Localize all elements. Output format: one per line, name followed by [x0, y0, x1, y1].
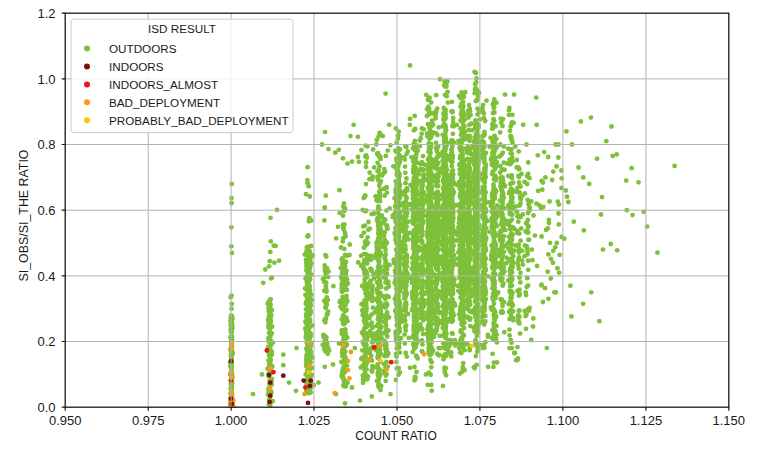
svg-text:SI_OBS/SI_THE RATIO: SI_OBS/SI_THE RATIO — [17, 149, 31, 281]
svg-text:1.125: 1.125 — [630, 413, 663, 428]
svg-text:0.4: 0.4 — [37, 269, 55, 284]
svg-text:COUNT RATIO: COUNT RATIO — [355, 429, 437, 443]
svg-text:OUTDOORS: OUTDOORS — [109, 42, 177, 55]
svg-text:ISD RESULT: ISD RESULT — [148, 22, 216, 35]
svg-text:0.6: 0.6 — [37, 203, 55, 218]
svg-text:INDOORS: INDOORS — [109, 60, 164, 73]
svg-text:0.0: 0.0 — [37, 400, 55, 415]
svg-text:PROBABLY_BAD_DEPLOYMENT: PROBABLY_BAD_DEPLOYMENT — [109, 114, 289, 127]
svg-text:INDOORS_ALMOST: INDOORS_ALMOST — [109, 78, 218, 91]
svg-text:1.0: 1.0 — [37, 72, 55, 87]
svg-text:1.000: 1.000 — [215, 413, 248, 428]
svg-text:1.100: 1.100 — [547, 413, 580, 428]
svg-text:1.050: 1.050 — [381, 413, 414, 428]
svg-text:1.2: 1.2 — [37, 6, 55, 21]
svg-text:BAD_DEPLOYMENT: BAD_DEPLOYMENT — [109, 96, 220, 109]
svg-text:1.150: 1.150 — [713, 413, 746, 428]
svg-text:1.075: 1.075 — [464, 413, 497, 428]
svg-text:0.950: 0.950 — [49, 413, 82, 428]
svg-text:0.8: 0.8 — [37, 137, 55, 152]
svg-text:0.975: 0.975 — [132, 413, 165, 428]
svg-text:0.2: 0.2 — [37, 334, 55, 349]
svg-text:1.025: 1.025 — [298, 413, 331, 428]
